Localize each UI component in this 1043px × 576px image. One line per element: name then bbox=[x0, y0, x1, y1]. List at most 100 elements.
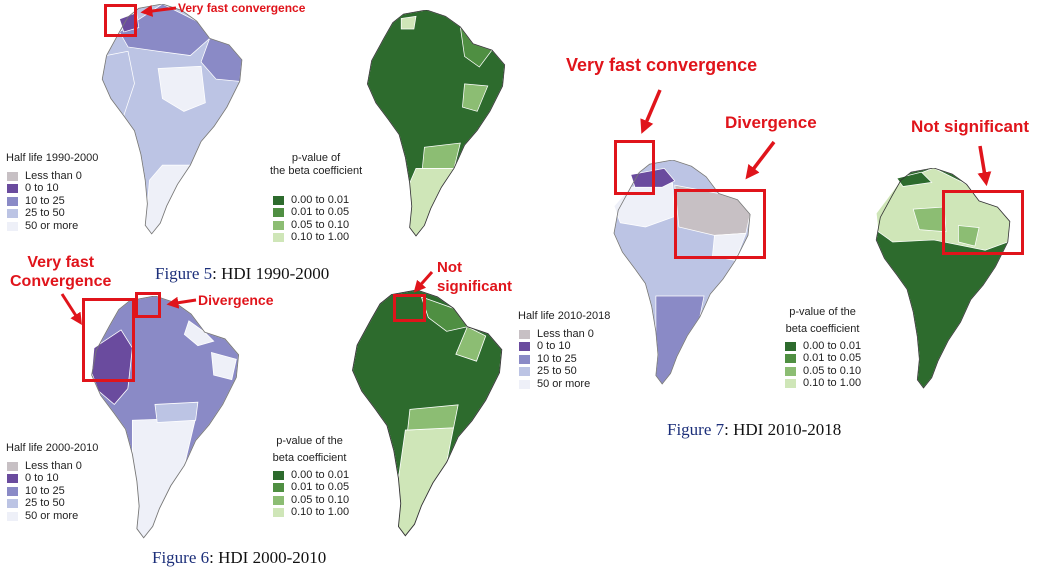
figure5-pvalue-legend: p-value of the beta coefficient 0.00 to … bbox=[270, 152, 362, 244]
legend-label: 0 to 10 bbox=[25, 182, 59, 195]
legend-label: 0.05 to 0.10 bbox=[291, 218, 350, 231]
legend-row: 0.00 to 0.01 bbox=[784, 340, 861, 353]
legend-swatch bbox=[518, 341, 531, 353]
figure6-pvalue-map bbox=[351, 290, 503, 537]
legend-swatch bbox=[6, 170, 19, 182]
legend-label: 0.00 to 0.01 bbox=[803, 339, 862, 352]
legend-title-line1: p-value of the bbox=[789, 306, 856, 318]
legend-swatch bbox=[784, 353, 797, 365]
fig6-very-fast-label: Very fast Convergence bbox=[10, 253, 111, 291]
figure7-caption: Figure 7: HDI 2010-2018 bbox=[667, 420, 841, 440]
legend-title-line1: p-value of the bbox=[276, 435, 343, 447]
legend-label: Less than 0 bbox=[25, 169, 82, 182]
figure5-caption: Figure 5: HDI 1990-2000 bbox=[155, 264, 329, 284]
legend-label: 25 to 50 bbox=[25, 207, 65, 220]
legend-row: 0.01 to 0.05 bbox=[272, 206, 362, 220]
red-arrow-icon bbox=[60, 293, 82, 326]
map-region-venezuela bbox=[896, 171, 933, 187]
legend-label: 25 to 50 bbox=[25, 497, 65, 510]
fig7-very-fast-convergence-label: Very fast convergence bbox=[566, 55, 758, 75]
fig6-divergence-label: Divergence bbox=[198, 292, 274, 308]
figure-title: : HDI 2010-2018 bbox=[724, 420, 842, 439]
map-region-east-mid bbox=[958, 225, 980, 247]
map-region-center-south bbox=[407, 404, 459, 431]
legend-swatch bbox=[6, 498, 19, 510]
legend-row: 0.00 to 0.01 bbox=[272, 469, 349, 482]
legend-row: 0 to 10 bbox=[518, 340, 610, 354]
figure6-halflife-map bbox=[91, 296, 240, 539]
legend-label: 0.01 to 0.05 bbox=[291, 206, 350, 219]
legend-row: 50 or more bbox=[6, 510, 98, 523]
legend-row: 0.10 to 1.00 bbox=[784, 377, 861, 391]
legend-label: 10 to 25 bbox=[537, 352, 577, 365]
legend-swatch bbox=[6, 473, 19, 485]
legend-row: Less than 0 bbox=[6, 460, 98, 473]
legend-label: 0 to 10 bbox=[25, 472, 59, 485]
legend-swatch bbox=[272, 469, 285, 481]
legend-label: 0.01 to 0.05 bbox=[803, 352, 862, 365]
legend-label: Less than 0 bbox=[25, 459, 82, 472]
legend-row: 0.01 to 0.05 bbox=[272, 481, 350, 495]
legend-label: 0.00 to 0.01 bbox=[291, 468, 350, 481]
legend-row: 25 to 50 bbox=[6, 497, 98, 511]
legend-swatch bbox=[6, 485, 19, 497]
fig6-very-fast-line2: Convergence bbox=[10, 273, 112, 290]
figure5-pvalue-map bbox=[366, 10, 506, 237]
legend-row: Less than 0 bbox=[6, 170, 98, 183]
map-region-north-top bbox=[400, 15, 417, 30]
legend-row: 0.05 to 0.10 bbox=[272, 494, 349, 507]
map-region-center bbox=[157, 65, 206, 112]
map-region-south bbox=[655, 295, 705, 385]
legend-label: 0.10 to 1.00 bbox=[291, 231, 350, 244]
fig6-not-line2: significant bbox=[437, 278, 513, 295]
legend-label: 0.05 to 0.10 bbox=[291, 493, 350, 506]
fig5-very-fast-convergence-label: Very fast convergence bbox=[178, 1, 306, 15]
fig5-venezuela-highlight-box bbox=[104, 4, 137, 37]
map-region-south-center bbox=[398, 427, 455, 537]
legend-row: 0.00 to 0.01 bbox=[272, 194, 362, 207]
legend-row: 0.05 to 0.10 bbox=[784, 365, 861, 378]
legend-title-line1: p-value of bbox=[291, 152, 341, 164]
legend-swatch bbox=[272, 207, 285, 219]
legend-title-line2: beta coefficient bbox=[785, 323, 860, 335]
legend-row: 10 to 25 bbox=[6, 485, 98, 498]
fig6-not-line1: Not bbox=[437, 259, 462, 276]
legend-swatch bbox=[6, 460, 19, 472]
fig7-venezuela-highlight-box bbox=[614, 140, 655, 195]
map-region-northeast bbox=[183, 320, 215, 347]
legend-label: 25 to 50 bbox=[537, 365, 577, 378]
legend-swatch bbox=[272, 507, 285, 519]
legend-row: 25 to 50 bbox=[6, 207, 98, 221]
legend-swatch bbox=[784, 340, 797, 352]
legend-title: Half life 2000-2010 bbox=[6, 442, 99, 454]
fig6-not-significant-label: Not significant bbox=[437, 258, 512, 296]
legend-label: 0.01 to 0.05 bbox=[291, 481, 350, 494]
legend-swatch bbox=[6, 195, 19, 207]
map-region-north-mid bbox=[912, 206, 947, 233]
red-arrow-icon bbox=[413, 271, 434, 293]
legend-row: 0 to 10 bbox=[6, 472, 98, 486]
figure5-halflife-map bbox=[101, 4, 243, 235]
legend-row: Less than 0 bbox=[518, 328, 610, 341]
legend-swatch bbox=[272, 482, 285, 494]
fig7-divergence-label: Divergence bbox=[725, 113, 817, 132]
legend-swatch bbox=[272, 494, 285, 506]
figure-title: : HDI 2000-2010 bbox=[209, 548, 327, 567]
legend-title: Half life 2010-2018 bbox=[518, 310, 611, 322]
legend-row: 10 to 25 bbox=[518, 353, 610, 366]
legend-label: 0 to 10 bbox=[537, 340, 571, 353]
legend-label: 50 or more bbox=[537, 377, 591, 390]
legend-swatch bbox=[272, 219, 285, 231]
legend-row: 0.01 to 0.05 bbox=[784, 352, 862, 366]
map-region-south bbox=[131, 417, 197, 539]
legend-swatch bbox=[6, 510, 19, 522]
legend-label: 50 or more bbox=[25, 509, 79, 522]
legend-label: Less than 0 bbox=[537, 327, 594, 340]
legend-label: 10 to 25 bbox=[25, 484, 65, 497]
map-region-center bbox=[154, 401, 199, 423]
legend-row: 10 to 25 bbox=[6, 195, 98, 208]
map-region-east bbox=[210, 351, 237, 381]
